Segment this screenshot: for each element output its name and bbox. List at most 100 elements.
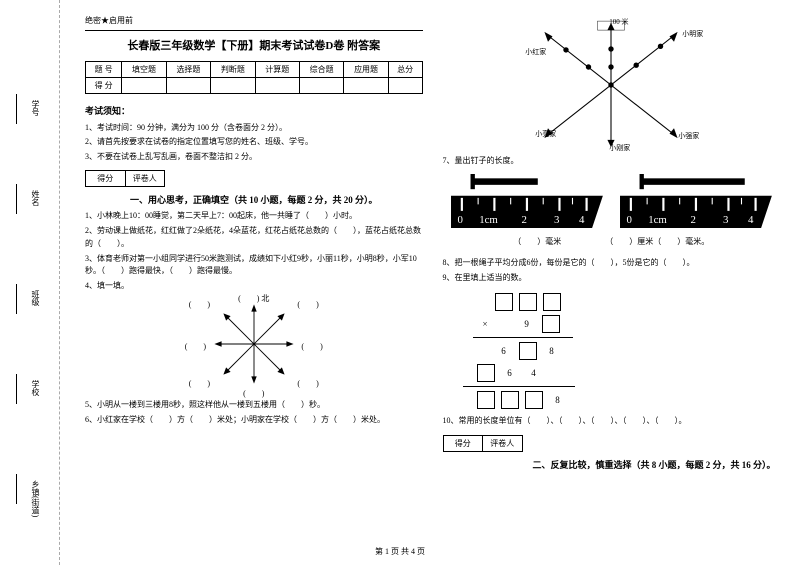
- th-app: 应用题: [344, 62, 388, 78]
- ruler0: 0: [457, 214, 462, 226]
- binding-line-3: [16, 284, 24, 314]
- notice-1: 1、考试时间：90 分钟，满分为 100 分（含卷面分 2 分）。: [85, 121, 423, 135]
- td-s1[interactable]: [122, 78, 166, 94]
- question-9: 9、在里填上适当的数。: [443, 272, 781, 285]
- td-s5[interactable]: [299, 78, 343, 94]
- question-2: 2、劳动课上做纸花，红红做了2朵纸花，4朵蓝花，红花占纸花总数的（ ），蓝花占纸…: [85, 225, 423, 251]
- mult-line-2: [463, 386, 575, 387]
- section2-title: 二、反复比较，慎重选择（共 8 小题，每题 2 分，共 16 分）。: [443, 458, 781, 471]
- question-1: 1、小林晚上10：00睡觉，第二天早上7：00起床，他一共睡了（ ）小时。: [85, 210, 423, 223]
- notice-3: 3、不要在试卷上乱写乱画，卷面不整洁扣 2 分。: [85, 150, 423, 164]
- m-r1c2[interactable]: [519, 293, 537, 311]
- question-6a: 6、小红家在学校（ ）方（ ）米处；小明家在学校（ ）方（ ）米处。: [85, 414, 423, 427]
- svg-text:2: 2: [521, 214, 526, 226]
- svg-text:2: 2: [690, 214, 695, 226]
- th-comp: 综合题: [299, 62, 343, 78]
- ruler-left: 0 1cm 2 3 4: [451, 174, 603, 230]
- compass-nw: ( ): [189, 299, 210, 310]
- notice-heading: 考试须知：: [85, 104, 423, 117]
- m-r5c4: 8: [549, 395, 567, 405]
- svg-text:1cm: 1cm: [479, 214, 498, 226]
- mini-score-2[interactable]: 得分: [444, 436, 484, 451]
- question-7: 7、量出钉子的长度。: [443, 155, 781, 168]
- section1-title: 一、用心思考，正确填空（共 10 小题，每题 2 分，共 20 分）。: [85, 193, 423, 206]
- th-calc: 计算题: [255, 62, 299, 78]
- exam-title: 长春版三年级数学【下册】期末考试试卷D卷 附答案: [85, 37, 423, 53]
- th-num: 题 号: [86, 62, 122, 78]
- question-5: 5、小明从一楼到三楼用8秒，照这样他从一楼到五楼用（ ）秒。: [85, 399, 423, 412]
- compass-sw: ( ): [189, 378, 210, 389]
- m-r5c3[interactable]: [525, 391, 543, 409]
- m-r2c2[interactable]: [542, 315, 560, 333]
- multiplication-problem: × 9 6 8 6 4: [473, 293, 593, 409]
- m-r1c1[interactable]: [495, 293, 513, 311]
- mult-line-1: [473, 337, 573, 338]
- compass-e: ( ): [301, 341, 322, 352]
- td-score-label: 得 分: [86, 78, 122, 94]
- m-r5c2[interactable]: [501, 391, 519, 409]
- m-r3c3: 8: [543, 346, 561, 356]
- m-r4c3: 4: [525, 368, 543, 378]
- svg-text:1cm: 1cm: [648, 214, 667, 226]
- cross-se-label: 小强家: [678, 131, 699, 141]
- compass-w: ( ): [185, 341, 206, 352]
- compass-diagram: ( ) 北 ( ) ( ) ( ) ( ) ( ) ( ) ( ): [209, 299, 299, 389]
- page-footer: 第 1 页 共 4 页: [375, 546, 425, 557]
- mini-rev[interactable]: 评卷人: [126, 171, 165, 186]
- binding-field-township: 乡镇(街道): [30, 480, 41, 517]
- binding-field-name: 姓名: [30, 190, 41, 206]
- question-8: 8、把一根绳子平均分成6份，每份是它的（ ），5份是它的（ ）。: [443, 257, 781, 270]
- score-mini-table-1: 得分 评卷人: [85, 170, 165, 187]
- m-r4c2: 6: [501, 368, 519, 378]
- question-4: 4、填一填。: [85, 280, 423, 293]
- svg-text:3: 3: [554, 214, 559, 226]
- m-r1c3[interactable]: [543, 293, 561, 311]
- cross-s-label: 小刚家: [609, 143, 630, 153]
- svg-text:0: 0: [626, 214, 631, 226]
- ruler-fill-line: （ ）毫米 （ ）厘米（ ）毫米。: [443, 236, 781, 247]
- td-s3[interactable]: [211, 78, 255, 94]
- th-judge: 判断题: [211, 62, 255, 78]
- binding-line-4: [16, 184, 24, 214]
- binding-field-class: 班级: [30, 290, 41, 306]
- th-choice: 选择题: [166, 62, 210, 78]
- m-r4c1[interactable]: [477, 364, 495, 382]
- binding-line-2: [16, 374, 24, 404]
- m-r2c1: 9: [518, 319, 536, 329]
- td-s2[interactable]: [166, 78, 210, 94]
- binding-field-id: 学号: [30, 100, 41, 116]
- binding-margin: 乡镇(街道) 学校 班级 姓名 学号: [0, 0, 60, 565]
- compass-north: ( ) 北: [238, 293, 269, 304]
- th-fill: 填空题: [122, 62, 166, 78]
- binding-field-school: 学校: [30, 380, 41, 396]
- svg-text:4: 4: [579, 214, 585, 226]
- td-s7[interactable]: [388, 78, 422, 94]
- mini-rev-2[interactable]: 评卷人: [483, 436, 522, 451]
- secret-level: 绝密★启用前: [85, 15, 423, 26]
- binding-line-5: [16, 94, 24, 124]
- th-total: 总分: [388, 62, 422, 78]
- question-3: 3、体育老师对第一小组同学进行50米跑测试，成绩如下小红9秒，小丽11秒，小明8…: [85, 253, 423, 279]
- notice-2: 2、请首先按要求在试卷的指定位置填写您的姓名、班级、学号。: [85, 135, 423, 149]
- cross-ne-label: 小明家: [682, 29, 703, 39]
- ruler-right: 0 1cm 2 3 4: [620, 174, 772, 230]
- compass-s: ( ): [243, 388, 264, 399]
- question-10: 10、常用的长度单位有（ ）、（ ）、（ ）、（ ）、（ ）。: [443, 415, 781, 428]
- svg-text:4: 4: [748, 214, 754, 226]
- td-s4[interactable]: [255, 78, 299, 94]
- mini-score[interactable]: 得分: [86, 171, 126, 186]
- binding-line-1: [16, 474, 24, 504]
- td-s6[interactable]: [344, 78, 388, 94]
- compass-ne: ( ): [297, 299, 318, 310]
- m-r3c1: 6: [495, 346, 513, 356]
- left-column: 绝密★启用前 长春版三年级数学【下册】期末考试试卷D卷 附答案 题 号 填空题 …: [75, 15, 433, 560]
- secret-divider: [85, 30, 423, 31]
- compass-se: ( ): [297, 378, 318, 389]
- score-table: 题 号 填空题 选择题 判断题 计算题 综合题 应用题 总分 得 分: [85, 61, 423, 94]
- cross-top-label: 100 米: [609, 17, 628, 27]
- m-r5c1[interactable]: [477, 391, 495, 409]
- m-r3c2[interactable]: [519, 342, 537, 360]
- cross-diagram: 100 米 小明家 小红家 小亮家 小强家 小刚家: [521, 15, 701, 155]
- cross-nw-label: 小红家: [525, 47, 546, 57]
- cross-sw-label: 小亮家: [535, 129, 556, 139]
